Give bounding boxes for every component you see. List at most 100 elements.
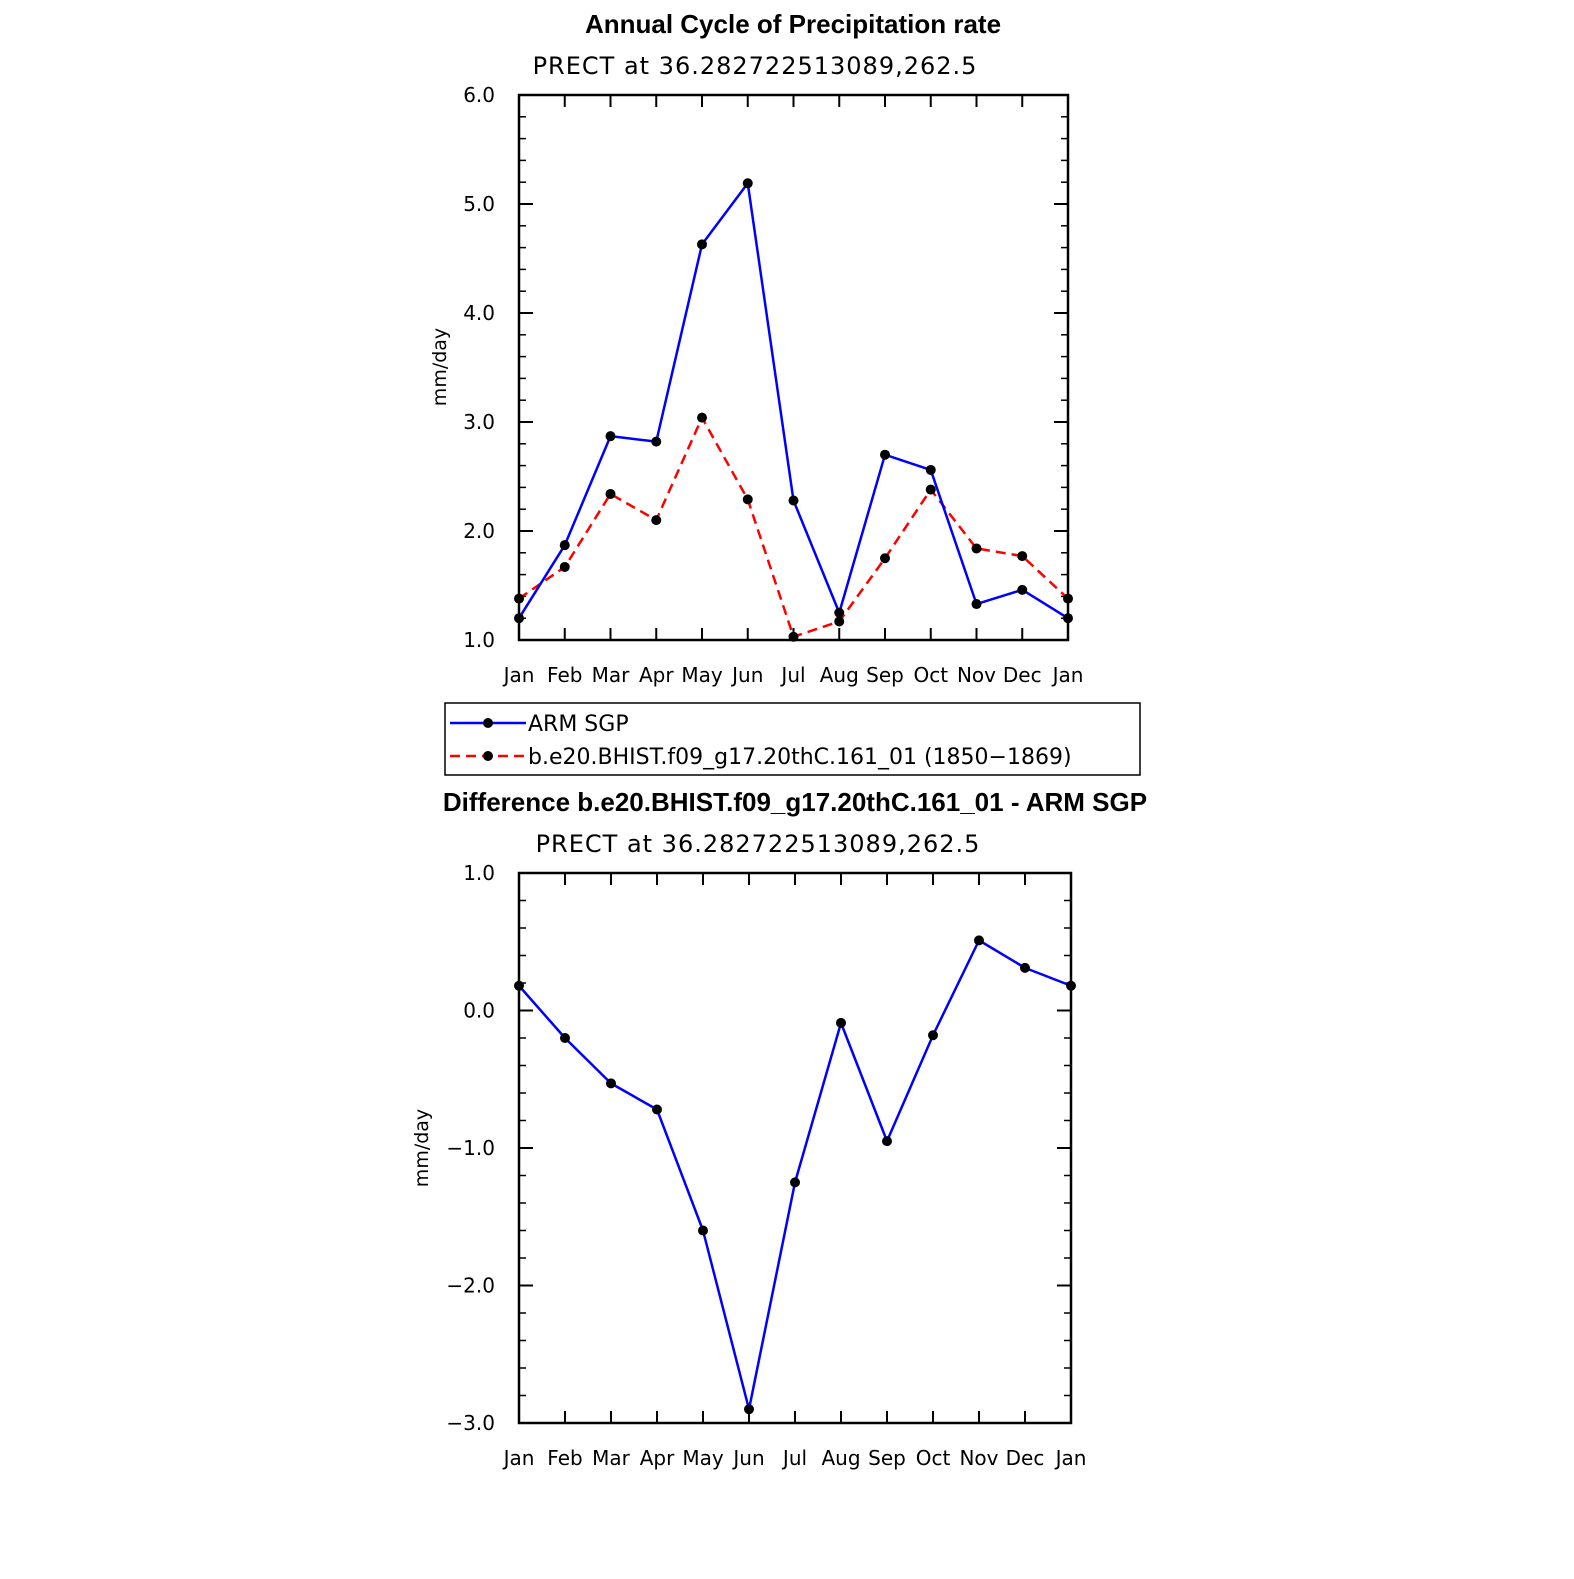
- data-point: [880, 449, 890, 460]
- x-tick-label: Aug: [821, 1446, 860, 1470]
- data-point: [974, 935, 984, 946]
- data-point: [514, 593, 524, 604]
- legend-marker-arm: [483, 718, 493, 728]
- y-tick-label: 3.0: [463, 410, 495, 434]
- data-point: [697, 412, 707, 423]
- x-tick-label: Sep: [866, 663, 904, 687]
- x-tick-label: Dec: [1003, 663, 1042, 687]
- x-tick-label: Jan: [502, 663, 535, 687]
- y-tick-label: 1.0: [463, 861, 495, 885]
- x-tick-label: Oct: [916, 1446, 951, 1470]
- data-point: [744, 1404, 754, 1415]
- x-tick-label: Jul: [779, 663, 805, 687]
- y-tick-label: 5.0: [463, 192, 495, 216]
- data-point: [697, 239, 707, 250]
- x-tick-label: Apr: [640, 1446, 675, 1470]
- x-tick-label: Nov: [959, 1446, 998, 1470]
- x-tick-label: Nov: [957, 663, 996, 687]
- data-point: [605, 488, 616, 499]
- chart1-title: Annual Cycle of Precipitation rate: [585, 9, 1001, 39]
- x-tick-label: May: [682, 1446, 724, 1470]
- x-tick-label: Jan: [502, 1446, 535, 1470]
- data-point: [742, 494, 753, 505]
- y-tick-label: 0.0: [463, 999, 495, 1023]
- series-line: [517, 182, 1069, 620]
- data-point: [882, 1136, 892, 1147]
- chart1-plot-area: [517, 93, 1070, 642]
- data-point: [834, 616, 845, 627]
- y-tick-label: 1.0: [463, 628, 495, 652]
- chart2-axis-ticks: Jan Feb Mar Apr May Jun Jul Aug Sep Oct Nov Dec Jan−…: [446, 861, 1086, 1470]
- chart2-plot-area: [517, 871, 1073, 1425]
- chart1-axis-ticks: Jan Feb Mar Apr May Jun Jul Aug Sep Oct Nov Dec Jan 1…: [463, 83, 1083, 687]
- x-tick-label: Dec: [1006, 1446, 1045, 1470]
- x-tick-label: May: [681, 663, 723, 687]
- data-point: [742, 178, 753, 189]
- data-point: [971, 599, 982, 610]
- data-point: [1063, 593, 1073, 604]
- y-tick-label: −2.0: [446, 1274, 495, 1298]
- chart1-series-layer: [514, 178, 1073, 642]
- chart2-subtitle: PRECT at 36.282722513089,262.5: [536, 830, 981, 858]
- data-point: [1063, 613, 1073, 624]
- x-tick-label: Jun: [731, 1446, 764, 1470]
- data-point: [1017, 584, 1028, 595]
- data-point: [605, 431, 616, 442]
- data-point: [925, 464, 936, 475]
- x-tick-label: Aug: [820, 663, 859, 687]
- chart1-subtitle: PRECT at 36.282722513089,262.5: [533, 52, 978, 80]
- data-point: [652, 1104, 662, 1115]
- x-tick-label: Apr: [639, 663, 674, 687]
- plot-frame: [517, 871, 1073, 1425]
- x-tick-label: Jul: [781, 1446, 807, 1470]
- plot-frame: [517, 93, 1070, 642]
- series-line: [518, 416, 1069, 638]
- legend-label-arm: ARM SGP: [528, 712, 629, 737]
- data-point: [928, 1030, 938, 1041]
- x-tick-label: Oct: [913, 663, 948, 687]
- data-point: [651, 436, 662, 447]
- chart2-title: Difference b.e20.BHIST.f09_g17.20thC.161…: [443, 787, 1147, 817]
- legend-label-model: b.e20.BHIST.f09_g17.20thC.161_01 (1850−1…: [528, 745, 1072, 770]
- data-point: [651, 515, 662, 526]
- x-tick-label: Jun: [730, 663, 763, 687]
- x-tick-label: Feb: [547, 1446, 582, 1470]
- data-point: [514, 613, 524, 624]
- data-point: [559, 561, 570, 572]
- chart1-ylabel: mm/day: [429, 328, 451, 406]
- x-tick-label: Mar: [592, 1446, 631, 1470]
- x-tick-label: Jan: [1051, 663, 1084, 687]
- data-point: [698, 1225, 708, 1236]
- y-tick-label: −1.0: [446, 1136, 495, 1160]
- chart2-series-layer: [514, 935, 1076, 1415]
- y-tick-label: 4.0: [463, 301, 495, 325]
- y-tick-label: 6.0: [463, 83, 495, 107]
- data-point: [1017, 551, 1028, 562]
- series-line: [518, 939, 1072, 1411]
- data-point: [836, 1017, 846, 1028]
- data-point: [514, 980, 524, 991]
- chart2-ylabel: mm/day: [411, 1109, 433, 1187]
- data-point: [606, 1078, 616, 1089]
- data-point: [925, 484, 936, 495]
- chart1-legend: ARM SGP b.e20.BHIST.f09_g17.20thC.161_01…: [444, 702, 1141, 776]
- data-point: [788, 495, 799, 506]
- data-point: [834, 607, 845, 618]
- data-point: [1020, 962, 1030, 973]
- data-point: [880, 553, 890, 564]
- data-point: [559, 540, 570, 551]
- x-tick-label: Sep: [868, 1446, 906, 1470]
- data-point: [560, 1033, 570, 1043]
- data-point: [790, 1177, 800, 1188]
- legend-marker-model: [483, 751, 493, 761]
- y-tick-label: 2.0: [463, 519, 495, 543]
- x-tick-label: Feb: [547, 663, 582, 687]
- y-tick-label: −3.0: [446, 1411, 495, 1435]
- x-tick-label: Jan: [1054, 1446, 1087, 1470]
- legend-box: [444, 702, 1141, 776]
- data-point: [788, 631, 799, 642]
- x-tick-label: Mar: [592, 663, 631, 687]
- data-point: [971, 543, 982, 554]
